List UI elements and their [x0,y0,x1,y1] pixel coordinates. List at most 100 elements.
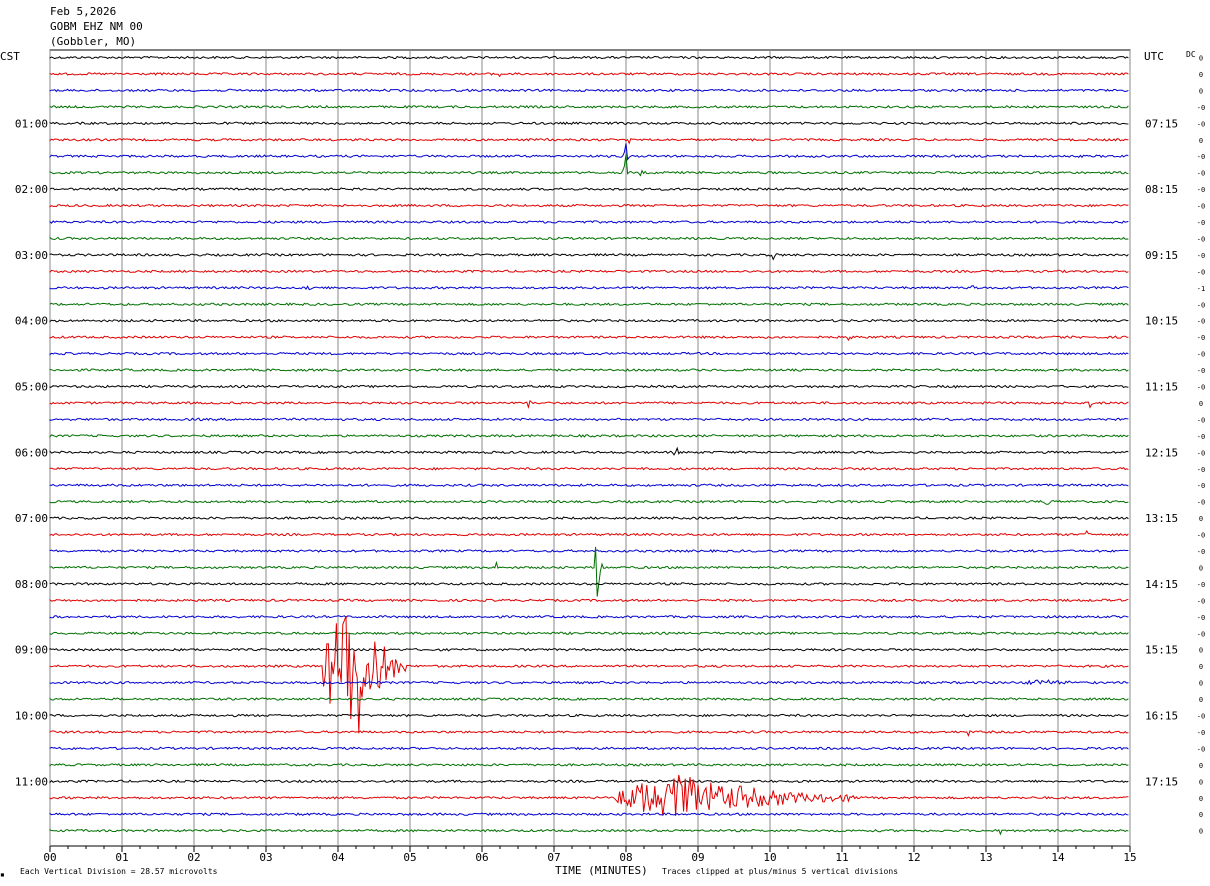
left-hour-label: 03:00 [15,249,48,262]
dc-offset-label: -0 [1197,186,1205,194]
right-timezone-label: UTC [1144,50,1164,63]
dc-offset-label: -0 [1197,351,1205,359]
dc-offset-label: -0 [1197,235,1205,243]
seismic-trace [49,615,1129,734]
dc-offset-label: -0 [1197,203,1205,211]
dc-offset-label: 0 [1199,564,1203,572]
seismic-trace [49,546,1129,597]
seismic-trace [49,746,1129,751]
dc-offset-label: 0 [1199,762,1203,770]
seismic-trace [49,582,1129,586]
dc-offset-label: -0 [1197,170,1205,178]
dc-offset-label: -0 [1197,729,1205,737]
seismic-trace [49,483,1129,487]
seismic-trace [49,466,1129,471]
dc-offset-label: 0 [1199,137,1203,145]
dc-offset-label: 0 [1199,515,1203,523]
dc-offset-label: -1 [1197,285,1205,293]
dc-offset-label: -0 [1197,120,1205,128]
x-tick-label: 01 [115,851,128,864]
dc-offset-label: 0 [1199,87,1203,95]
left-hour-label: 07:00 [15,512,48,525]
left-hour-label: 02:00 [15,183,48,196]
dc-offset-label: -0 [1197,219,1205,227]
dc-offset-label: -0 [1197,466,1205,474]
dc-offset-label: 0 [1199,680,1203,688]
right-hour-label: 15:15 [1145,644,1178,657]
x-tick-label: 11 [835,851,848,864]
dc-offset-label: -0 [1197,482,1205,490]
x-tick-label: 10 [763,851,776,864]
x-tick-label: 06 [475,851,488,864]
x-tick-label: 00 [43,851,56,864]
seismic-trace [49,499,1129,505]
seismic-trace [49,384,1129,389]
seismic-trace [49,154,1129,177]
right-hour-label: 10:15 [1145,315,1178,328]
dc-offset-label: 0 [1199,71,1203,79]
seismic-trace [49,351,1129,356]
left-hour-label: 05:00 [15,381,48,394]
x-tick-label: 13 [979,851,992,864]
x-tick-label: 05 [403,851,416,864]
seismic-trace [49,697,1129,701]
seismic-trace [49,774,1129,816]
dc-offset-label: -0 [1197,449,1205,457]
left-hour-label: 08:00 [15,578,48,591]
dc-offset-label: -0 [1197,548,1205,556]
dc-offset-label: -0 [1197,581,1205,589]
dc-offset-label: 0 [1199,778,1203,786]
seismic-trace [49,598,1129,603]
left-timezone-label: CST [0,50,20,63]
dc-offset-label: -0 [1197,268,1205,276]
dc-offset-label: 0 [1199,828,1203,836]
seismic-trace [49,269,1129,274]
dc-offset-label: -0 [1197,433,1205,441]
seismic-trace [49,516,1129,520]
seismic-trace [49,446,1129,456]
right-hour-label: 12:15 [1145,446,1178,459]
left-hour-label: 01:00 [15,117,48,130]
dc-offset-label: 0 [1199,647,1203,655]
x-tick-label: 04 [331,851,345,864]
dc-offset-label: -0 [1197,416,1205,424]
left-hour-label: 09:00 [15,644,48,657]
left-hour-label: 04:00 [15,315,48,328]
dc-offset-label: -0 [1197,367,1205,375]
right-hour-label: 11:15 [1145,381,1178,394]
x-tick-label: 07 [547,851,560,864]
dc-offset-label: -0 [1197,252,1205,260]
dc-offset-label: -0 [1197,301,1205,309]
seismic-trace [49,679,1129,686]
dc-offset-label: -0 [1197,614,1205,622]
right-hour-label: 07:15 [1145,117,1178,130]
header-location: (Gobbler, MO) [50,35,137,48]
dc-offset-label: -0 [1197,532,1205,540]
seismic-trace [49,318,1129,323]
seismic-trace [49,530,1129,537]
dc-offset-label: -0 [1197,597,1205,605]
right-hour-label: 09:15 [1145,249,1178,262]
seismic-trace [49,55,1129,60]
dc-offset-label: 0 [1199,55,1203,63]
seismic-trace [49,137,1129,145]
seismic-trace [49,302,1129,307]
dc-offset-label: -0 [1197,318,1205,326]
seismic-trace [49,779,1129,784]
x-tick-label: 09 [691,851,704,864]
dc-offset-label: -0 [1197,745,1205,753]
seismic-trace [49,812,1129,817]
footer-scale-note: Each Vertical Division = 28.57 microvolt… [20,867,218,876]
dc-offset-label: 0 [1199,811,1203,819]
seismic-trace [49,220,1129,224]
seismic-trace [49,434,1129,439]
dc-offset-label: -0 [1197,104,1205,112]
header-date: Feb 5,2026 [50,5,117,18]
seismic-trace [49,187,1129,191]
dc-offset-label: -0 [1197,630,1205,638]
x-tick-label: 03 [259,851,272,864]
seismic-trace [49,614,1129,619]
seismic-trace [49,549,1129,553]
header-station: GOBM EHZ NM 00 [50,20,143,33]
